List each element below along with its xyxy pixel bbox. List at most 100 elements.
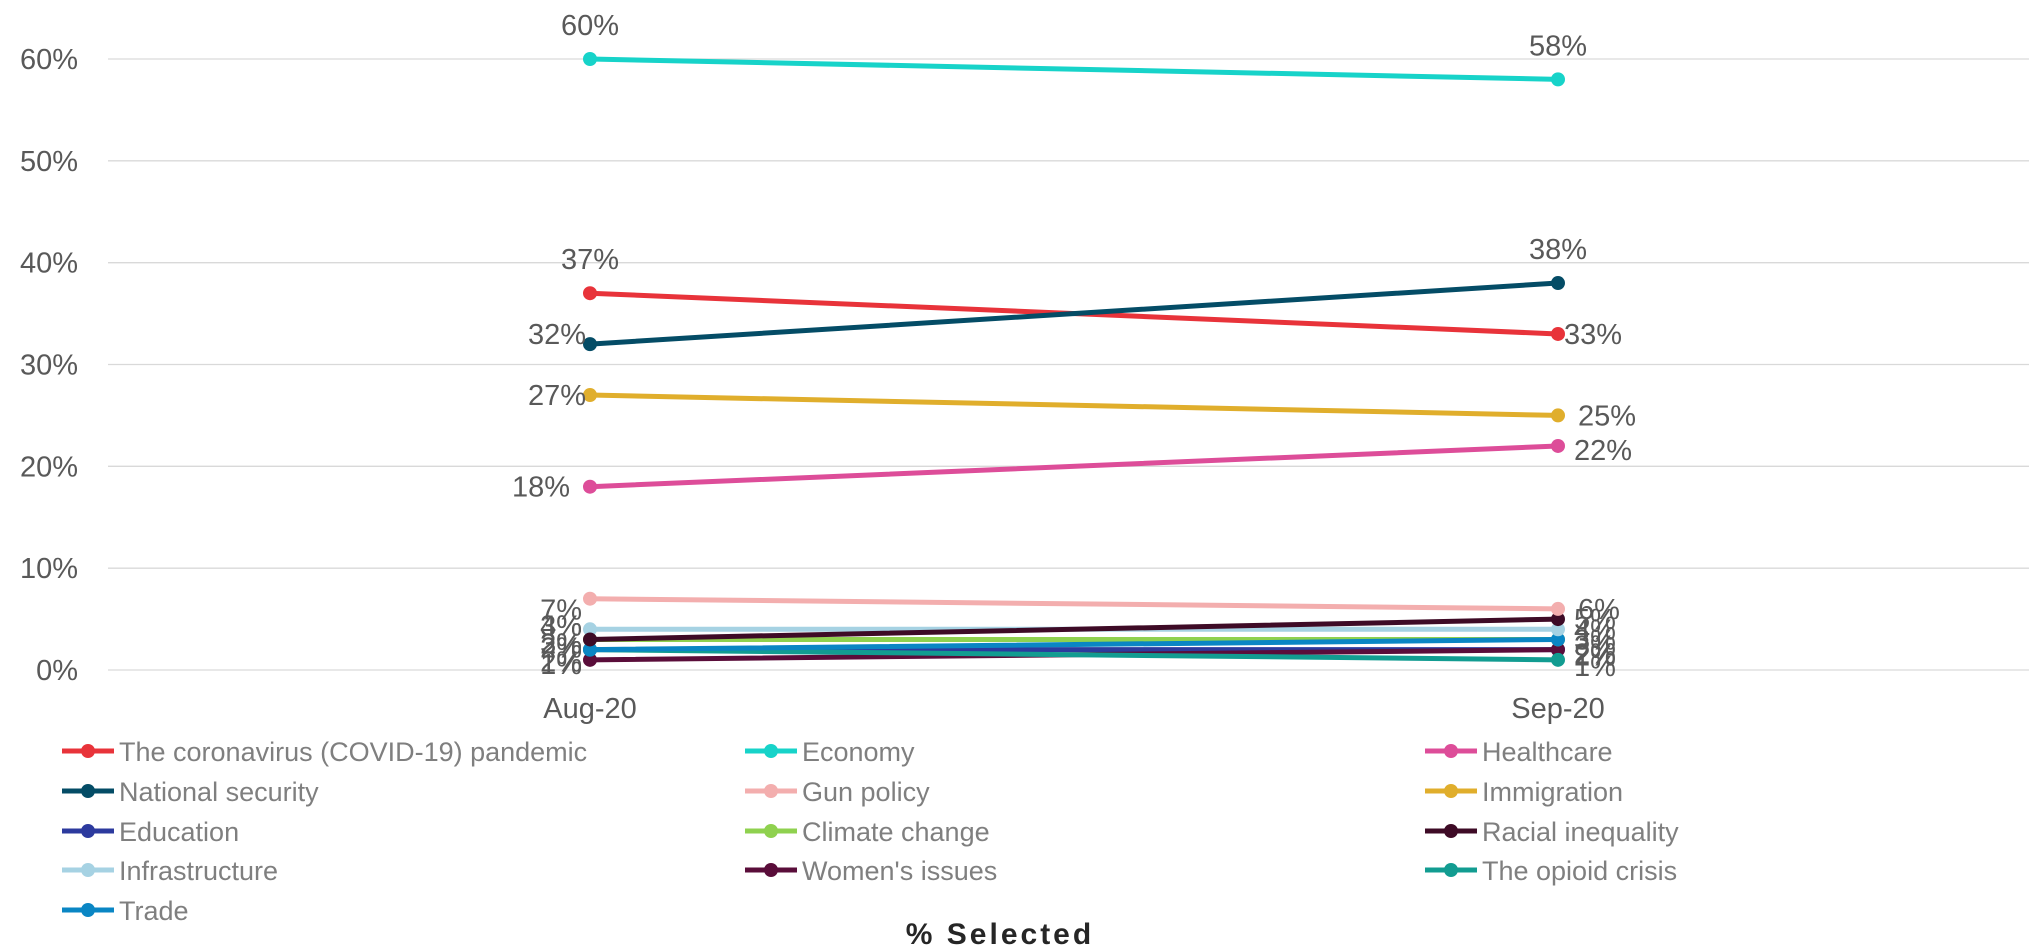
legend-label: Education xyxy=(119,817,239,847)
series-trade xyxy=(583,632,1565,657)
data-label-immigration-sep-20: 25% xyxy=(1578,400,1636,432)
legend-label: Racial inequality xyxy=(1482,817,1679,847)
legend-item-healthcare: Healthcare xyxy=(1425,737,1613,767)
data-label-education-sep-20: 2% xyxy=(1574,639,1616,671)
data-label-women-s-issues-sep-20: 2% xyxy=(1574,641,1616,673)
legend-item-economy: Economy xyxy=(745,737,915,767)
legend-swatch-marker xyxy=(1444,784,1458,798)
legend-label: Economy xyxy=(802,737,915,767)
data-label-economy-aug-20: 60% xyxy=(561,10,619,42)
data-label-the-coronavirus-covid-19-pandemic-sep-20: 33% xyxy=(1564,319,1622,351)
legend-label: The opioid crisis xyxy=(1482,856,1677,886)
series-lines xyxy=(583,52,1565,667)
legend-label: Gun policy xyxy=(802,777,930,807)
x-axis-ticks: Aug-20 Sep-20 xyxy=(543,693,1605,725)
data-point-racial-inequality-aug-20 xyxy=(583,632,597,647)
data-label-infrastructure-sep-20: 4% xyxy=(1574,614,1616,646)
data-point-trade-aug-20 xyxy=(583,642,597,657)
y-tick-label: 10% xyxy=(20,553,78,585)
y-tick-label: 20% xyxy=(20,451,78,483)
data-label-climate-change-sep-20: 3% xyxy=(1574,630,1616,662)
data-label-gun-policy-aug-20: 7% xyxy=(540,595,582,627)
series-line-economy xyxy=(587,56,1561,82)
data-point-the-coronavirus-covid-19-pandemic-aug-20 xyxy=(583,286,597,301)
legend-swatch-marker xyxy=(81,744,95,758)
series-economy xyxy=(583,52,1565,87)
data-labels: 37%33%60%58%18%22%32%38%7% 6%27%25%2% 2%3%… xyxy=(512,10,1636,683)
data-label-the-coronavirus-covid-19-pandemic-aug-20: 37% xyxy=(561,244,619,276)
data-label-climate-change-aug-20: 3% xyxy=(540,628,582,660)
data-point-national-security-sep-20 xyxy=(1551,276,1565,291)
legend-label: Immigration xyxy=(1482,777,1623,807)
series-line-trade xyxy=(587,636,1561,653)
y-tick-label: 0% xyxy=(36,655,78,687)
data-point-economy-aug-20 xyxy=(583,52,597,66)
x-tick-label: Sep-20 xyxy=(1511,693,1605,725)
data-point-gun-policy-aug-20 xyxy=(583,591,597,606)
legend-item-the-opioid-crisis: The opioid crisis xyxy=(1425,856,1677,886)
gridlines xyxy=(108,58,2029,671)
data-point-women-s-issues-sep-20 xyxy=(1551,642,1565,657)
data-label-economy-sep-20: 58% xyxy=(1529,30,1587,62)
legend-swatch-marker xyxy=(764,863,778,877)
legend-swatch-marker xyxy=(1444,863,1458,877)
series-line-racial-inequality xyxy=(587,616,1561,642)
data-label-healthcare-aug-20: 18% xyxy=(512,472,570,504)
y-tick-label: 60% xyxy=(20,44,78,76)
data-label-immigration-aug-20: 27% xyxy=(528,380,586,412)
data-point-national-security-aug-20 xyxy=(583,337,597,352)
legend-label: The coronavirus (COVID-19) pandemic xyxy=(119,737,587,767)
legend-item-climate-change: Climate change xyxy=(745,817,990,847)
series-immigration xyxy=(583,388,1565,423)
data-point-immigration-sep-20 xyxy=(1551,408,1565,423)
data-point-economy-sep-20 xyxy=(1551,72,1565,87)
legend-item-national-security: National security xyxy=(62,777,319,807)
legend-swatch-marker xyxy=(81,863,95,877)
legend-item-racial-inequality: Racial inequality xyxy=(1425,817,1679,847)
data-point-the-coronavirus-covid-19-pandemic-sep-20 xyxy=(1551,326,1565,341)
legend-label: Infrastructure xyxy=(119,856,278,886)
legend: The coronavirus (COVID-19) pandemic Econo… xyxy=(62,737,1679,926)
legend-label: Trade xyxy=(119,896,189,926)
data-point-the-opioid-crisis-sep-20 xyxy=(1551,652,1565,667)
series-line-healthcare xyxy=(587,443,1561,490)
legend-item-trade: Trade xyxy=(62,896,189,926)
data-point-racial-inequality-sep-20 xyxy=(1551,612,1565,627)
legend-swatch-marker xyxy=(764,824,778,838)
data-point-immigration-aug-20 xyxy=(583,388,597,403)
y-tick-label: 40% xyxy=(20,248,78,280)
legend-item-infrastructure: Infrastructure xyxy=(62,856,278,886)
data-point-healthcare-aug-20 xyxy=(583,479,597,494)
series-racial-inequality xyxy=(583,612,1565,647)
series-national-security xyxy=(583,276,1565,352)
legend-swatch-marker xyxy=(764,744,778,758)
legend-item-the-coronavirus-covid-19-pandemic: The coronavirus (COVID-19) pandemic xyxy=(62,737,587,767)
legend-label: Healthcare xyxy=(1482,737,1613,767)
data-label-the-opioid-crisis-aug-20: 2% xyxy=(540,647,582,679)
data-label-racial-inequality-aug-20: 3% xyxy=(540,610,582,642)
legend-swatch-marker xyxy=(764,784,778,798)
legend-label: Climate change xyxy=(802,817,990,847)
y-axis-ticks: 0% 10% 20% 30% 40% 50% 60% xyxy=(20,44,78,687)
series-healthcare xyxy=(583,438,1565,494)
data-point-infrastructure-sep-20 xyxy=(1551,622,1565,637)
series-gun-policy xyxy=(583,591,1565,616)
data-label-trade-aug-20: 2% xyxy=(540,629,582,661)
data-label-racial-inequality-sep-20: 5% xyxy=(1574,604,1616,636)
data-point-gun-policy-sep-20 xyxy=(1551,601,1565,616)
y-tick-label: 50% xyxy=(20,146,78,178)
series-line-gun-policy xyxy=(587,596,1561,612)
data-label-the-opioid-crisis-sep-20: 1% xyxy=(1574,651,1616,683)
legend-label: National security xyxy=(119,777,319,807)
x-tick-label: Aug-20 xyxy=(543,693,637,725)
data-label-gun-policy-sep-20: 6% xyxy=(1578,594,1620,626)
legend-swatch-marker xyxy=(81,903,95,917)
series-line-national-security xyxy=(587,280,1561,347)
data-label-women-s-issues-aug-20: 1% xyxy=(540,649,582,681)
legend-swatch-marker xyxy=(81,784,95,798)
data-label-education-aug-20: 2% xyxy=(540,633,582,665)
data-label-healthcare-sep-20: 22% xyxy=(1574,435,1632,467)
series-line-the-opioid-crisis xyxy=(587,647,1561,663)
data-point-women-s-issues-aug-20 xyxy=(583,652,597,667)
